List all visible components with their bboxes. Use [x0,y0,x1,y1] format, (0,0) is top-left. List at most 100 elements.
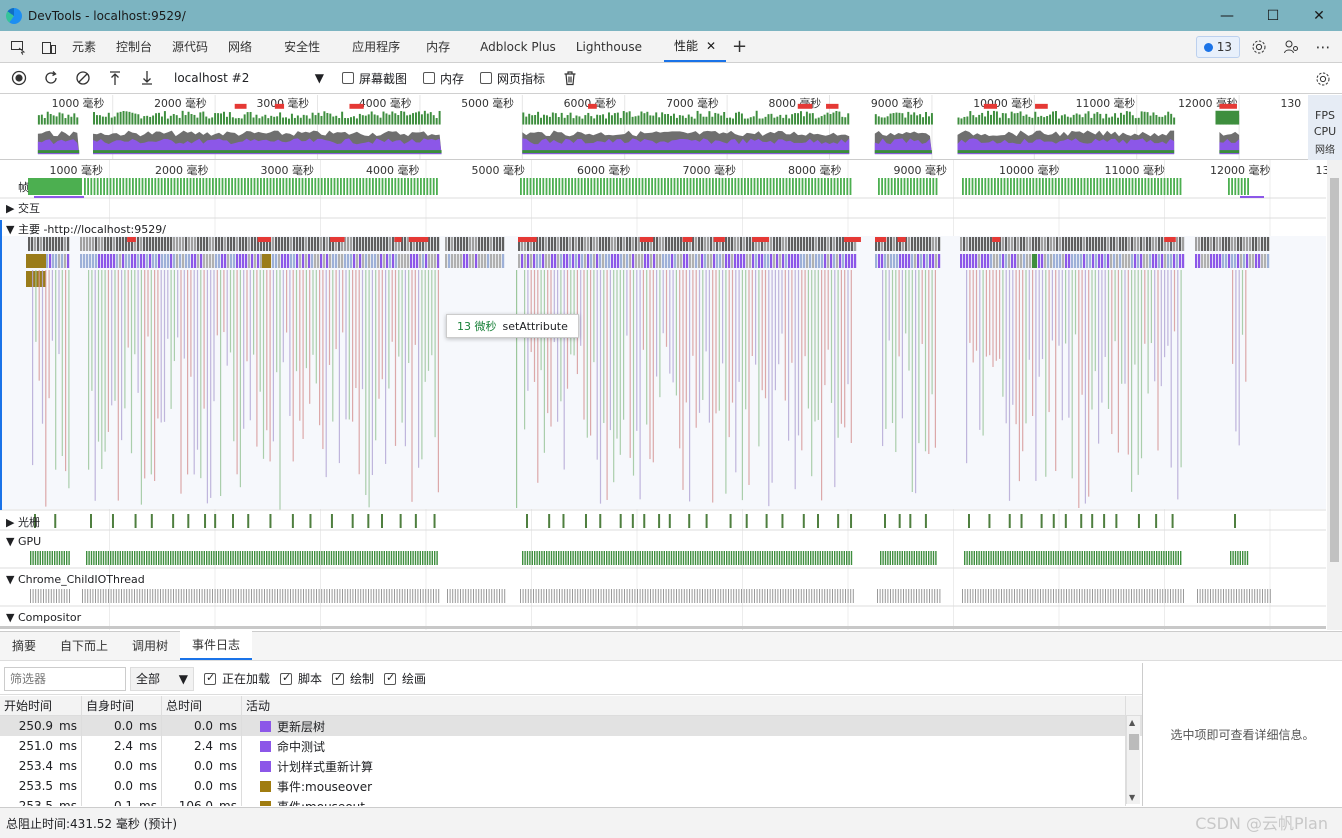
io-thread-bar [847,589,849,603]
flame-chart[interactable]: 1000 毫秒 2000 毫秒 3000 毫秒 4000 毫秒 5000 毫秒 6000 … [0,160,1342,630]
track-label-interactions[interactable]: ▶ 交互 [6,202,40,215]
track-label-raster[interactable]: ▶ 光栅 [6,516,40,529]
main-subtask-bar [302,254,305,268]
tab-summary[interactable]: 摘要 [12,638,37,653]
capture-settings-gear-icon[interactable] [1310,66,1336,92]
add-tab-icon[interactable]: + [732,36,748,57]
screenshots-checkbox-box[interactable] [342,72,354,84]
tab-console[interactable]: 控制台 [116,40,153,54]
record-icon[interactable] [6,65,32,91]
table-scrollbar[interactable]: ▲ ▼ [1126,716,1140,804]
main-subtask-bar [1077,254,1080,268]
table-row[interactable]: 253.4 ms 0.0 ms 0.0 ms 计划样式重新计算 [0,756,1142,776]
overview-fps-bar [49,113,52,125]
settings-gear-icon[interactable] [1246,34,1272,60]
track-label-main[interactable]: ▼ 主要 -http://localhost:9529/ [6,223,166,236]
column-total-time[interactable]: 总时间 [162,696,242,715]
device-emulation-icon[interactable] [36,34,62,60]
track-label-gpu[interactable]: ▼ GPU [6,535,42,548]
io-thread-bar [556,589,558,603]
tab-bottom-up[interactable]: 自下而上 [60,638,109,653]
scroll-down-icon[interactable]: ▼ [1129,793,1136,802]
tab-adblock-plus[interactable]: Adblock Plus [480,39,556,54]
gpu-bar [697,551,699,565]
maximize-button[interactable]: ☐ [1266,7,1280,24]
tab-performance[interactable]: 性能 ✕ [663,31,727,62]
close-tab-icon[interactable]: ✕ [705,38,717,53]
main-subtask-bar [326,254,329,268]
painting-checkbox[interactable]: 绘画 [384,670,426,687]
gpu-bar [1019,551,1021,565]
gpu-bar [594,551,596,565]
overview-fps-bar [58,112,61,125]
tab-network[interactable]: 网络 [228,40,253,54]
track-label-compositor[interactable]: ▼ Compositor [6,611,82,624]
track-label-child-io[interactable]: ▼ Chrome_ChildIOThread [6,573,145,586]
tab-application[interactable]: 应用程序 [352,40,401,54]
frame-bar [359,178,361,195]
main-task-bar [1104,237,1107,251]
main-task-bar [407,237,410,251]
close-window-button[interactable]: ✕ [1313,7,1325,24]
issues-badge[interactable]: 13 [1195,36,1240,58]
loading-checkbox[interactable]: 正在加载 [204,670,270,687]
main-task-bar [404,237,407,251]
web-vitals-checkbox-box[interactable] [480,72,493,84]
overview-fps-bar [1004,113,1007,125]
gpu-bar [1000,551,1002,565]
download-profile-icon[interactable] [134,65,160,91]
scrollbar-thumb[interactable] [1129,734,1139,750]
customize-devtools-icon[interactable] [1278,34,1304,60]
duration-filter-select[interactable]: 全部 ▼ [130,666,194,691]
tab-elements[interactable]: 元素 [72,40,97,54]
tab-lighthouse[interactable]: Lighthouse [575,39,642,54]
main-task-bar [1095,237,1098,251]
clear-icon[interactable] [70,65,96,91]
web-vitals-checkbox[interactable]: 网页指标 [480,70,545,87]
tab-memory[interactable]: 内存 [426,40,451,54]
compositor-bar [0,626,1326,629]
main-task-bar [1017,237,1020,251]
rendering-checkbox[interactable]: 绘制 [332,670,374,687]
raster-bar [1020,514,1023,528]
target-select[interactable]: localhost #2 ▼ [174,71,324,85]
table-row[interactable]: 250.9 ms 0.0 ms 0.0 ms 更新层树 [0,716,1142,736]
main-subtask-bar [170,254,173,268]
overview-fps-bar [1152,112,1155,125]
tab-event-log[interactable]: 事件日志 [180,630,253,660]
table-row[interactable]: 253.5 ms 0.0 ms 0.0 ms 事件:mouseover [0,776,1142,796]
io-thread-bar [420,589,421,603]
upload-profile-icon[interactable] [102,65,128,91]
call-stack-line [1045,270,1047,477]
frame-bar [285,178,288,195]
overview-fps-bar [382,111,385,125]
raster-bar [433,514,436,528]
tab-security[interactable]: 安全性 [284,40,321,54]
main-task-bar [659,237,662,251]
table-row[interactable]: 251.0 ms 2.4 ms 2.4 ms 命中测试 [0,736,1142,756]
filter-input[interactable]: 筛选器 [4,666,126,691]
column-start-time[interactable]: 开始时间 [0,696,82,715]
io-thread-bar [743,589,745,603]
raster-bar [526,514,528,528]
more-options-icon[interactable]: ⋯ [1315,38,1331,56]
tab-sources[interactable]: 源代码 [172,40,209,54]
trash-icon[interactable] [557,65,583,91]
scroll-up-icon[interactable]: ▲ [1129,718,1136,727]
scripting-checkbox[interactable]: 脚本 [280,670,322,687]
memory-checkbox[interactable]: 内存 [423,70,464,87]
screenshots-checkbox[interactable]: 屏幕截图 [342,70,407,87]
frame-bar [1128,178,1131,195]
inspect-element-icon[interactable] [5,34,31,60]
minimize-button[interactable]: — [1220,7,1234,24]
reload-record-icon[interactable] [38,65,64,91]
gpu-bar [158,551,160,565]
column-self-time[interactable]: 自身时间 [82,696,162,715]
tab-call-tree[interactable]: 调用树 [132,638,169,653]
timeline-overview[interactable]: 1000 毫秒 2000 毫秒 3000 毫秒 4000 毫秒 5000 毫秒 6000 … [0,95,1342,160]
track-label-frames[interactable]: 帧 [18,181,29,194]
memory-checkbox-box[interactable] [423,72,436,84]
main-task-bar [665,237,668,251]
column-activity[interactable]: 活动 [242,696,1126,715]
